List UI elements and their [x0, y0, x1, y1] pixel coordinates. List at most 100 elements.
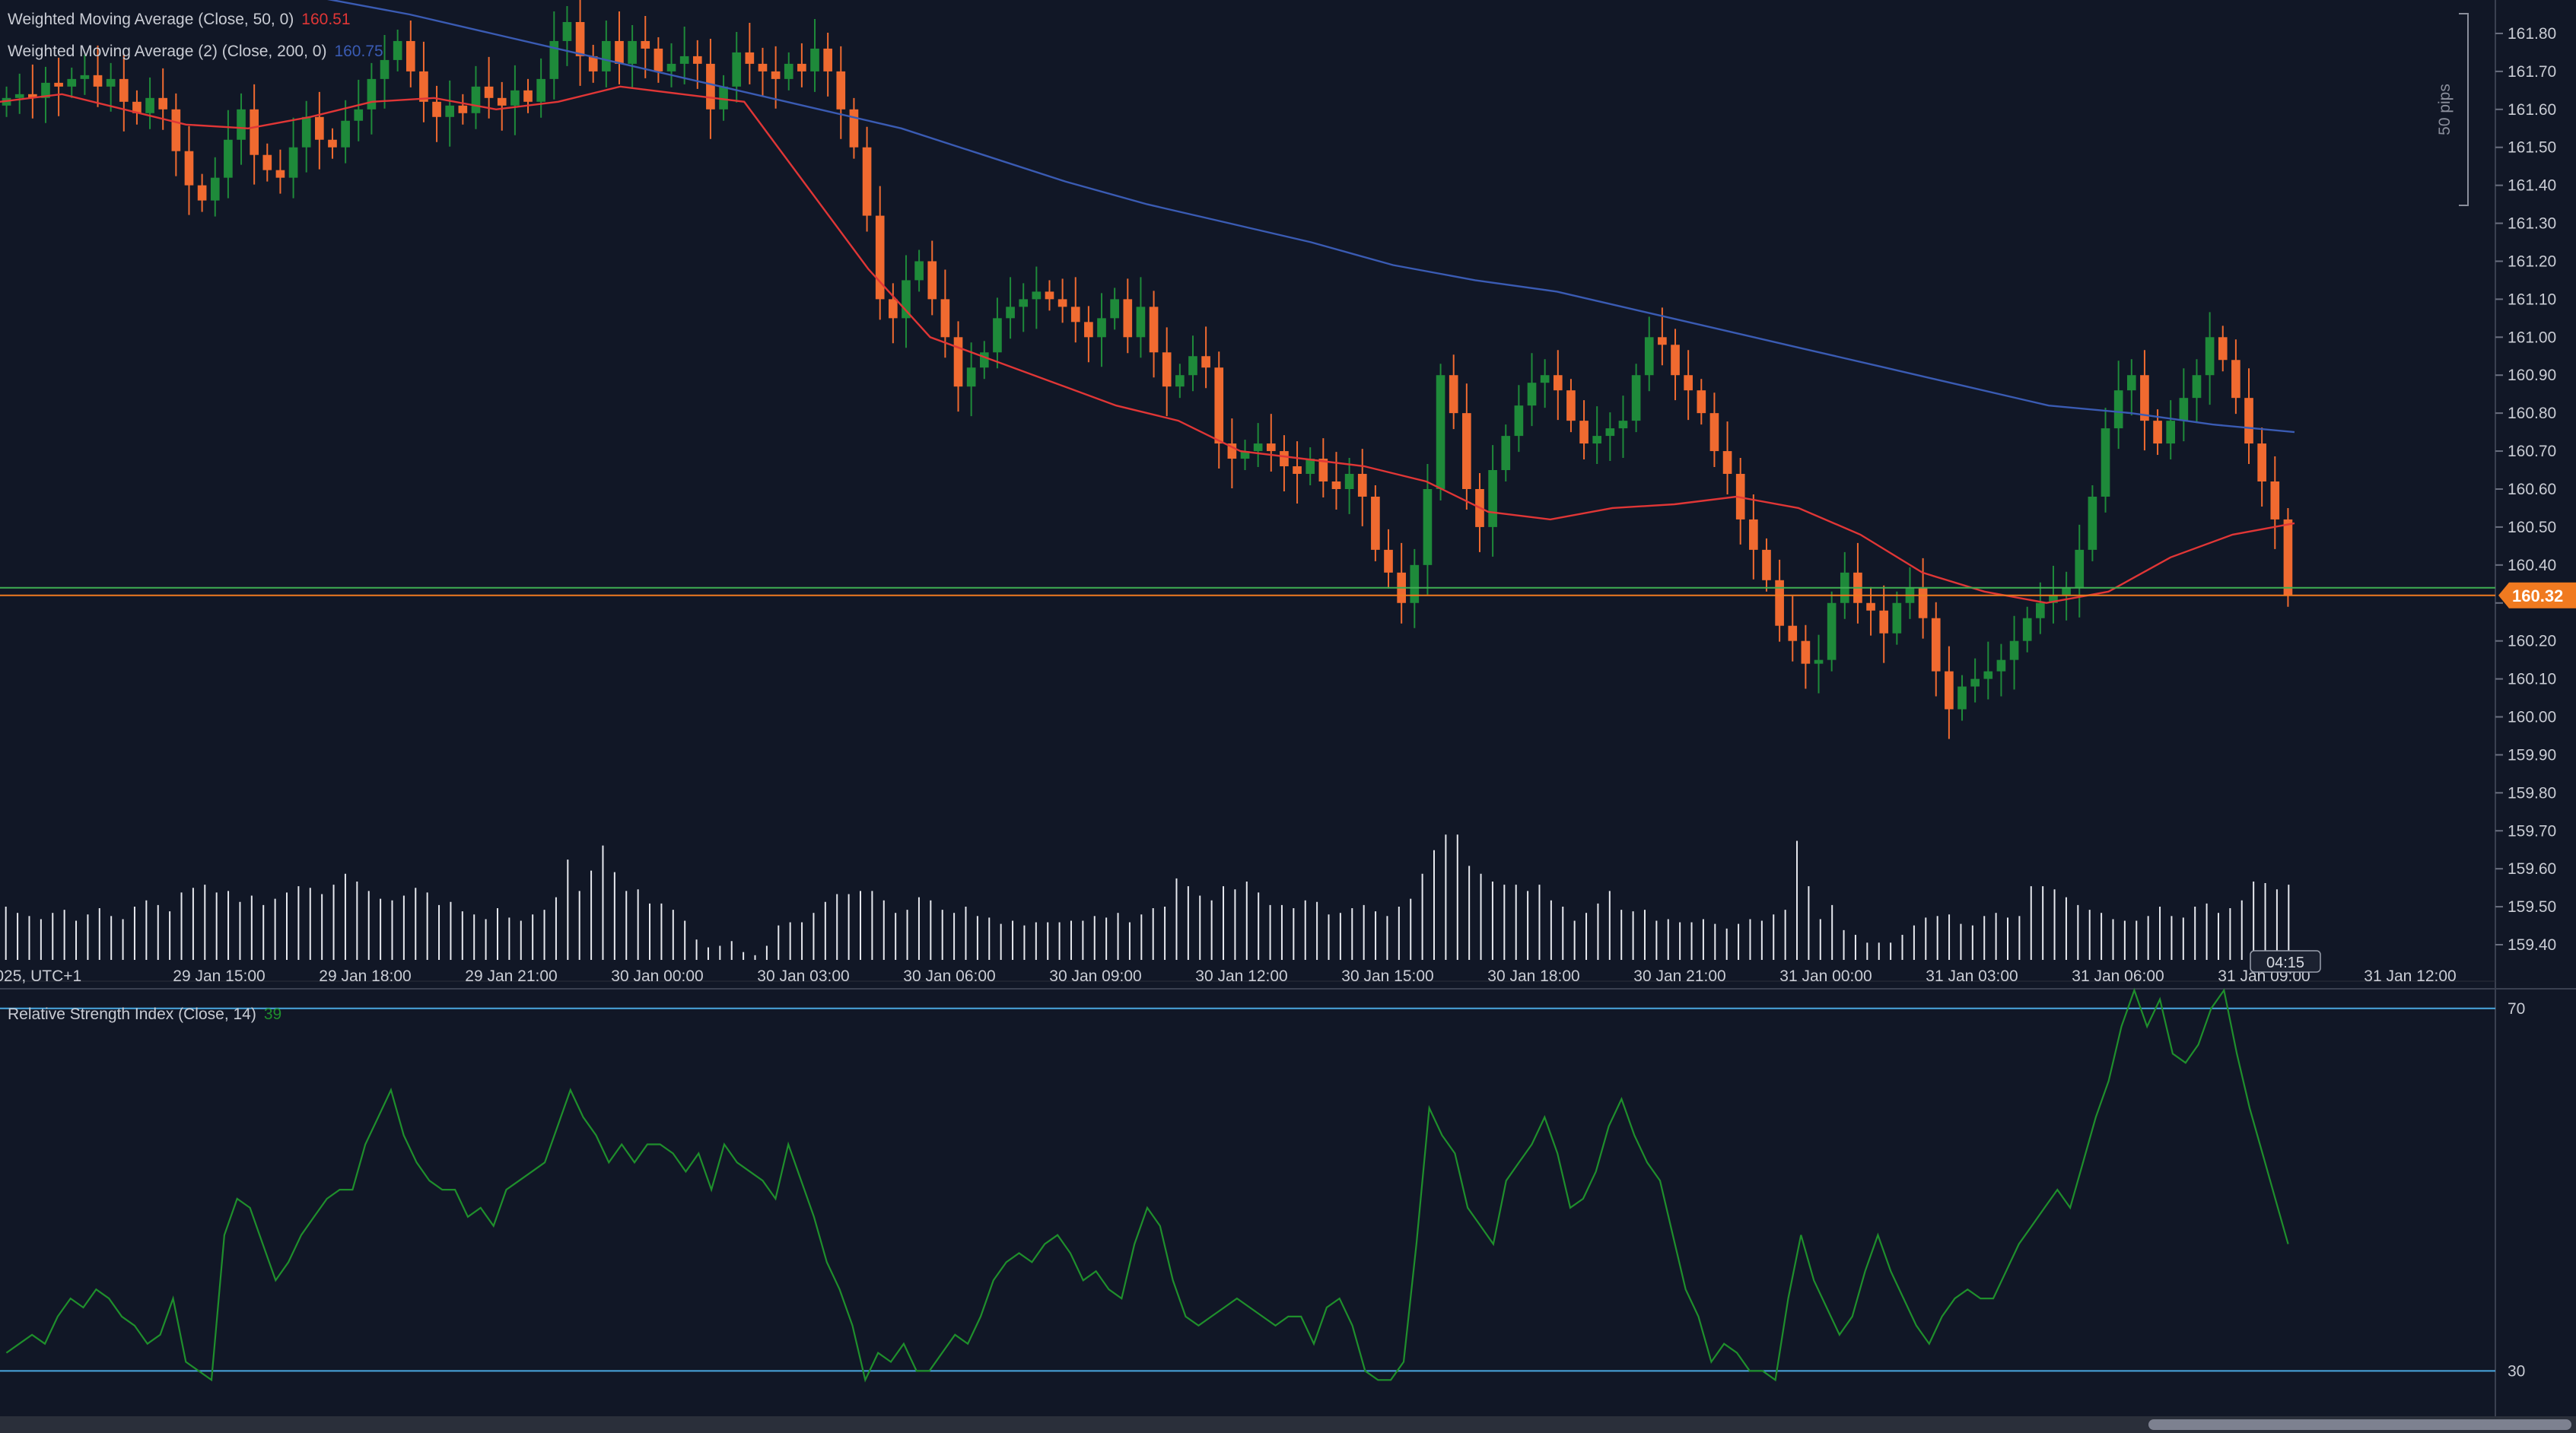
candle[interactable] [575, 0, 585, 86]
candle[interactable] [536, 58, 545, 118]
candle[interactable] [823, 32, 832, 97]
candle[interactable] [719, 75, 728, 121]
candle[interactable] [41, 66, 50, 123]
candle[interactable] [1801, 624, 1811, 689]
candle[interactable] [927, 240, 937, 316]
candle[interactable] [1644, 316, 1654, 392]
candle[interactable] [80, 54, 90, 95]
candle[interactable] [301, 100, 311, 173]
candle[interactable] [1110, 288, 1119, 330]
candle[interactable] [2036, 582, 2045, 634]
candle[interactable] [1475, 473, 1484, 552]
candle[interactable] [67, 67, 77, 98]
candle[interactable] [432, 85, 441, 142]
candle[interactable] [771, 46, 781, 109]
candle[interactable] [1684, 350, 1693, 421]
candle[interactable] [367, 62, 377, 135]
candle[interactable] [380, 34, 390, 109]
candle[interactable] [549, 11, 559, 100]
candle[interactable] [679, 26, 689, 84]
candle[interactable] [210, 157, 220, 217]
candle[interactable] [1514, 385, 1524, 453]
candle[interactable] [1006, 277, 1015, 339]
candle[interactable] [1344, 458, 1354, 514]
candle[interactable] [993, 297, 1002, 369]
candle[interactable] [953, 321, 963, 412]
candle[interactable] [2140, 350, 2149, 451]
candle[interactable] [2022, 606, 2032, 653]
candle[interactable] [1175, 364, 1185, 399]
candle[interactable] [2126, 359, 2136, 416]
candle[interactable] [758, 47, 768, 97]
candle[interactable] [875, 186, 885, 320]
candle[interactable] [862, 126, 872, 232]
candle[interactable] [1827, 591, 1837, 672]
candle[interactable] [1318, 438, 1328, 497]
candle[interactable] [1853, 542, 1862, 624]
candle[interactable] [1136, 277, 1146, 358]
candle[interactable] [224, 110, 233, 199]
candle[interactable] [1070, 277, 1080, 343]
candle[interactable] [471, 65, 481, 129]
candle[interactable] [1488, 445, 1497, 557]
horizontal-scrollbar[interactable] [0, 1416, 2576, 1433]
legend-wma200[interactable]: Weighted Moving Average (2) (Close, 200,… [8, 43, 383, 61]
candle[interactable] [1019, 283, 1029, 332]
candle[interactable] [1397, 542, 1406, 624]
candle[interactable] [1266, 414, 1276, 472]
candle[interactable] [2009, 615, 2019, 690]
last-price-badge[interactable]: 160.32 [2498, 582, 2576, 608]
candle[interactable] [1970, 658, 1980, 703]
candle[interactable] [745, 22, 755, 84]
candle[interactable] [458, 94, 468, 125]
candle[interactable] [262, 143, 272, 182]
candle[interactable] [158, 68, 168, 130]
candle[interactable] [1722, 421, 1732, 494]
candle[interactable] [106, 62, 116, 112]
candle[interactable] [588, 44, 598, 83]
candle[interactable] [2270, 456, 2280, 549]
candle[interactable] [2166, 400, 2176, 460]
candle[interactable] [119, 53, 129, 132]
candle[interactable] [1084, 306, 1093, 363]
candle[interactable] [237, 93, 246, 165]
candle[interactable] [966, 342, 976, 417]
candle[interactable] [1305, 447, 1315, 485]
candle[interactable] [2088, 485, 2097, 561]
candle[interactable] [666, 43, 676, 87]
candle[interactable] [1983, 641, 1993, 700]
candle[interactable] [562, 6, 572, 66]
candle[interactable] [1605, 412, 1615, 462]
candle[interactable] [849, 97, 859, 159]
candle[interactable] [1553, 350, 1563, 421]
candle[interactable] [1618, 396, 1628, 459]
candle[interactable] [628, 24, 637, 89]
candle[interactable] [1840, 551, 1849, 619]
candle[interactable] [1227, 418, 1237, 488]
candle[interactable] [836, 46, 846, 139]
candle[interactable] [1918, 558, 1928, 639]
candle[interactable] [797, 43, 806, 87]
candle[interactable] [2192, 359, 2202, 424]
candle[interactable] [1201, 326, 1210, 389]
candle[interactable] [288, 117, 298, 199]
candle[interactable] [1384, 529, 1393, 589]
candle[interactable] [171, 93, 181, 176]
candle[interactable] [341, 100, 350, 164]
candle[interactable] [1240, 440, 1250, 471]
pips-bracket[interactable] [2459, 13, 2469, 206]
candle[interactable] [393, 29, 402, 71]
candle[interactable] [2179, 368, 2189, 442]
candle[interactable] [1371, 485, 1380, 561]
candle[interactable] [1671, 329, 1680, 401]
candle[interactable] [1162, 327, 1172, 417]
candle[interactable] [1957, 675, 1967, 721]
candle[interactable] [1527, 353, 1537, 427]
candle[interactable] [445, 80, 455, 147]
candle[interactable] [2283, 507, 2293, 607]
candle[interactable] [1592, 406, 1602, 465]
candle[interactable] [1762, 538, 1771, 592]
candle[interactable] [615, 11, 624, 84]
candle[interactable] [1579, 400, 1589, 460]
